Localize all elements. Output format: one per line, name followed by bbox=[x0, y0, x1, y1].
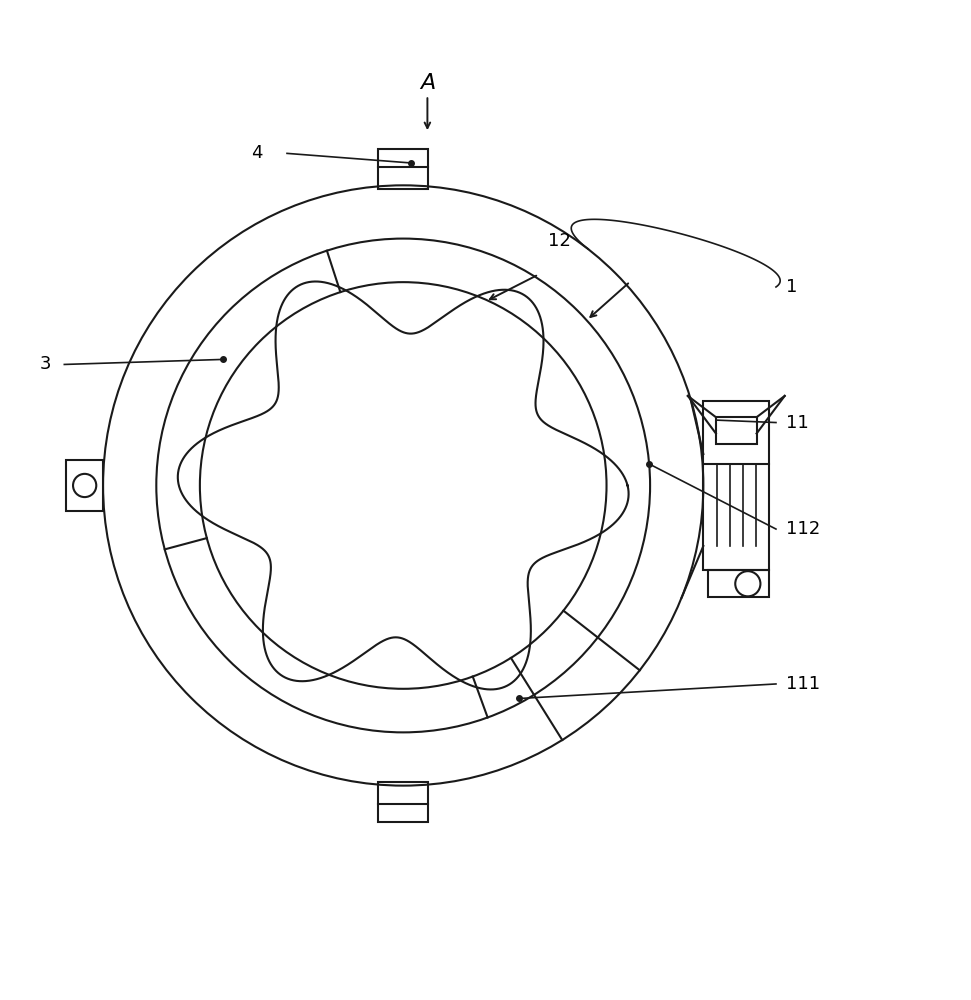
Bar bbox=[66, 460, 103, 511]
Text: A: A bbox=[419, 73, 435, 93]
Text: 12: 12 bbox=[549, 232, 571, 250]
Bar bbox=[703, 401, 769, 570]
Text: 111: 111 bbox=[786, 675, 820, 693]
Text: 3: 3 bbox=[40, 355, 51, 373]
Text: 11: 11 bbox=[786, 414, 809, 432]
Text: 1: 1 bbox=[786, 278, 797, 296]
Bar bbox=[378, 149, 428, 189]
Text: 4: 4 bbox=[251, 144, 263, 162]
Bar bbox=[716, 417, 756, 444]
Bar bbox=[708, 570, 769, 597]
Text: 112: 112 bbox=[786, 520, 820, 538]
Bar bbox=[378, 782, 428, 822]
